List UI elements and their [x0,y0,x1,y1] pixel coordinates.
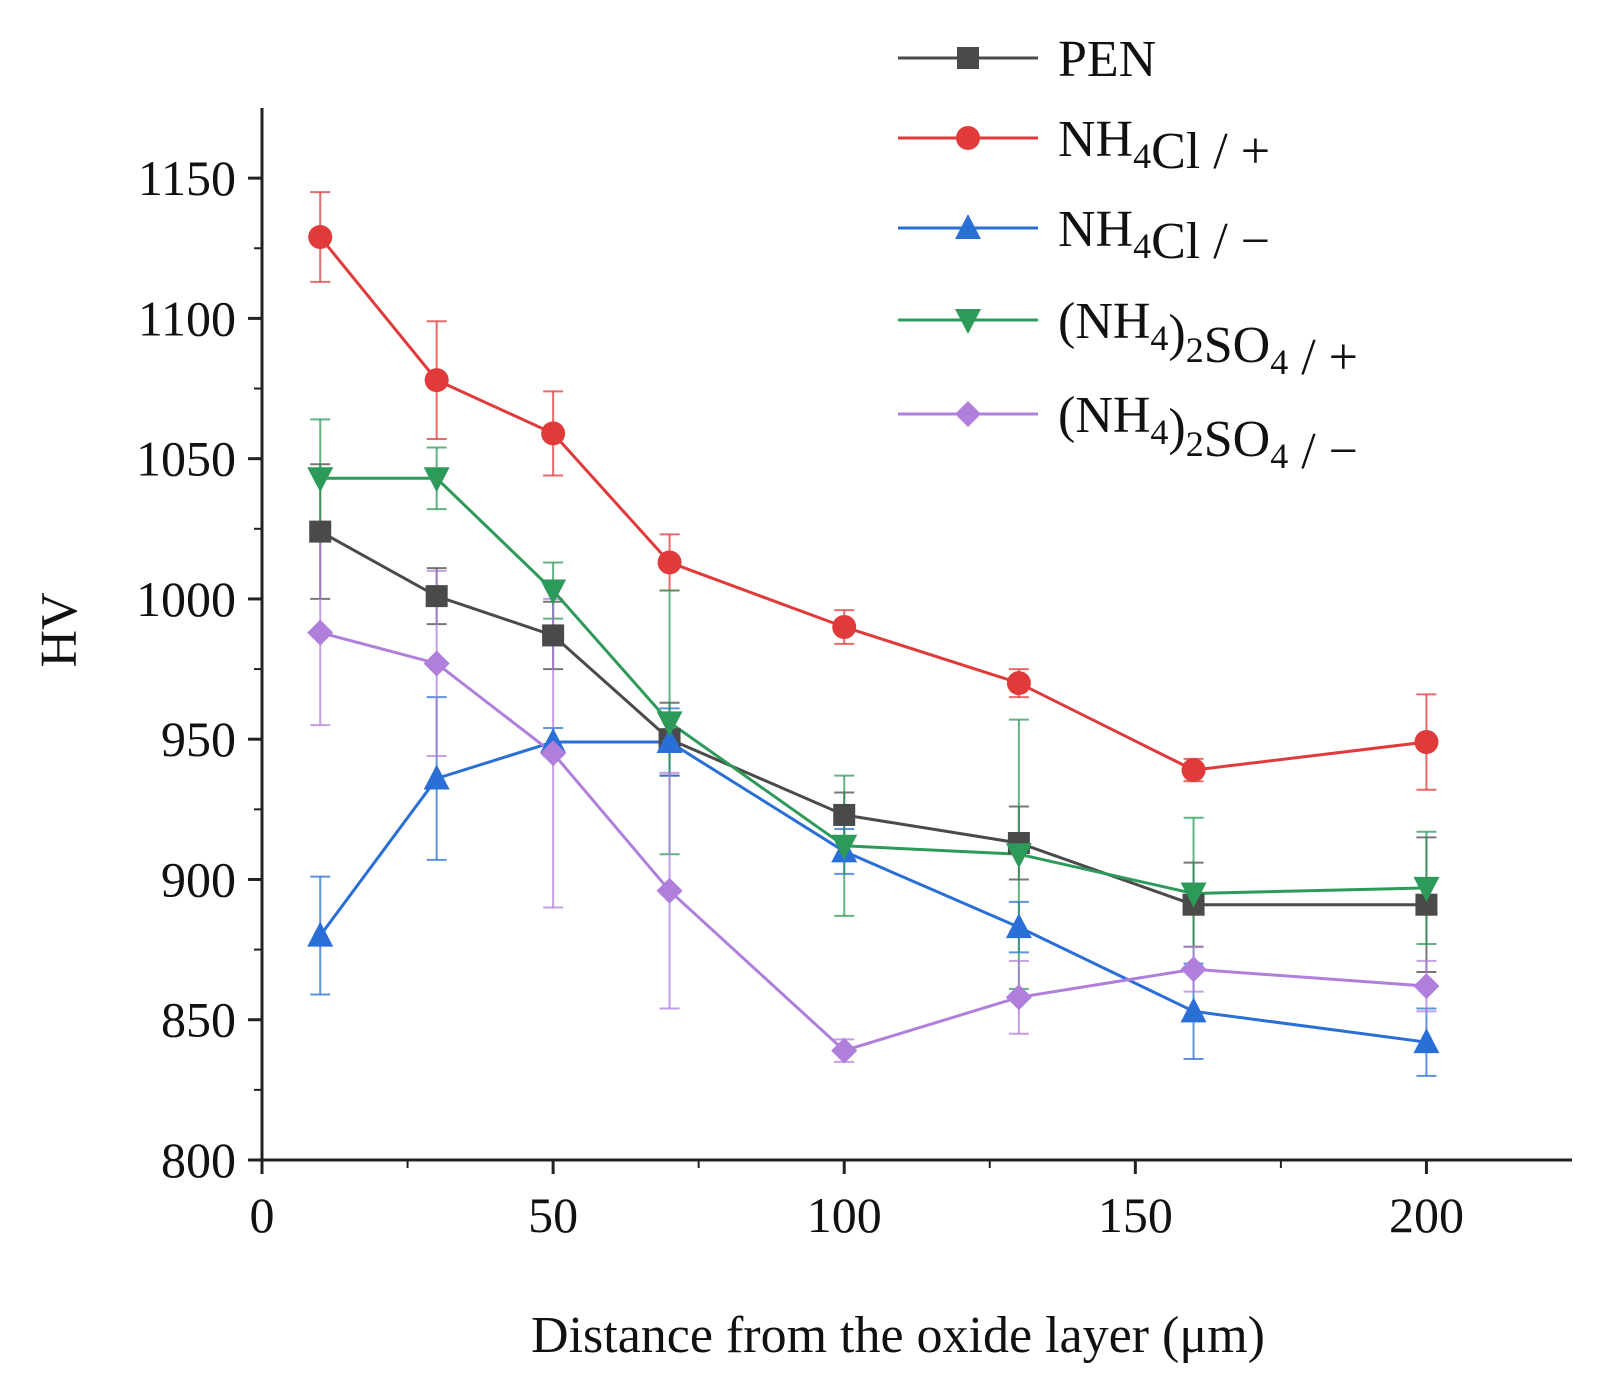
series-5-point [1413,973,1440,1000]
series-5-point [1180,956,1207,983]
series-markers [307,225,1440,1064]
series-4-point [540,579,567,605]
series-1-point [1415,893,1438,916]
series-5-point [540,740,567,767]
legend-entry-5-label: (NH4)2SO4 / − [1058,387,1358,480]
series-1-point [542,624,565,647]
series-3-point [423,764,450,790]
series-5-point [831,1037,858,1064]
series-3-line [319,740,1427,1044]
legend-entry-2-label: NH4Cl / + [1058,111,1270,180]
series-4-point [1413,876,1440,902]
legend: PEN NH4Cl / + NH4Cl / − (NH4)2SO4 / +(NH4)2… [898,31,1358,480]
series-3-point [1180,997,1207,1023]
series-2-point [832,614,857,639]
x-tick-label: 0 [250,1187,275,1243]
axes: 800 850 900 950 1000 1050 1100 1150 0 50 100 150 200 [136,108,1572,1243]
series-2-point [424,368,449,393]
series-1-point [833,803,856,826]
series-5-point [1005,984,1032,1011]
legend-entry-1-label: PEN [1058,31,1156,88]
series-4-point [1005,843,1032,869]
series-3-point [1005,913,1032,939]
y-tick-label: 950 [161,711,236,767]
x-axis-title: Distance from the oxide layer (μm) [531,1307,1265,1364]
x-tick-label: 200 [1389,1187,1464,1243]
series-2-line [319,236,1427,772]
legend-entry-4-marker [955,309,981,334]
series-4-point [1180,882,1207,908]
series-5-line [319,631,1427,1053]
legend-entry-2: NH4Cl / + [898,111,1270,180]
legend-entry-5: (NH4)2SO4 / − [898,387,1358,480]
series-2-point [541,421,566,446]
x-tick-label: 50 [528,1187,578,1243]
legend-entry-4-label: (NH4)2SO4 / + [1058,293,1358,386]
series-5-point [423,650,450,677]
series-1-point [425,585,448,608]
series-5-point [656,877,683,904]
y-tick-label: 900 [161,851,236,907]
series-2-point [1414,730,1439,755]
series-4-point [656,711,683,737]
series-3-point [656,728,683,754]
legend-entry-1: PEN [898,31,1156,88]
y-tick-label: 1100 [138,290,236,346]
series-4-line [320,476,1427,895]
legend-entry-3-label: NH4Cl / − [1058,201,1270,270]
y-tick-label: 1000 [136,571,236,627]
series-3-point [1413,1028,1440,1054]
y-axis-title: HV [31,592,88,667]
legend-entry-2-marker [956,126,980,150]
series-2-point [1006,671,1031,696]
series-3-point [307,921,334,947]
series-lines [319,236,1427,1053]
legend-entry-3-marker [955,214,981,239]
series-4-point [831,834,858,860]
series-1-point [309,520,332,543]
y-tick-label: 850 [161,992,236,1048]
x-tick-label: 150 [1098,1187,1173,1243]
series-4-point [423,467,450,493]
legend-entry-4: (NH4)2SO4 / + [898,293,1358,386]
legend-entry-3: NH4Cl / − [898,201,1270,270]
y-tick-label: 800 [161,1132,236,1188]
series-1-line [319,530,1427,907]
series-2-point [1181,758,1206,783]
legend-entry-5-marker [955,401,981,427]
y-tick-label: 1050 [136,431,236,487]
series-2-point [657,550,682,575]
series-4-point [307,467,334,493]
series-5-point [307,619,334,646]
y-tick-label: 1150 [138,150,236,206]
legend-entry-1-marker [957,47,979,69]
x-tick-label: 100 [807,1187,882,1243]
series-2-point [308,225,333,250]
